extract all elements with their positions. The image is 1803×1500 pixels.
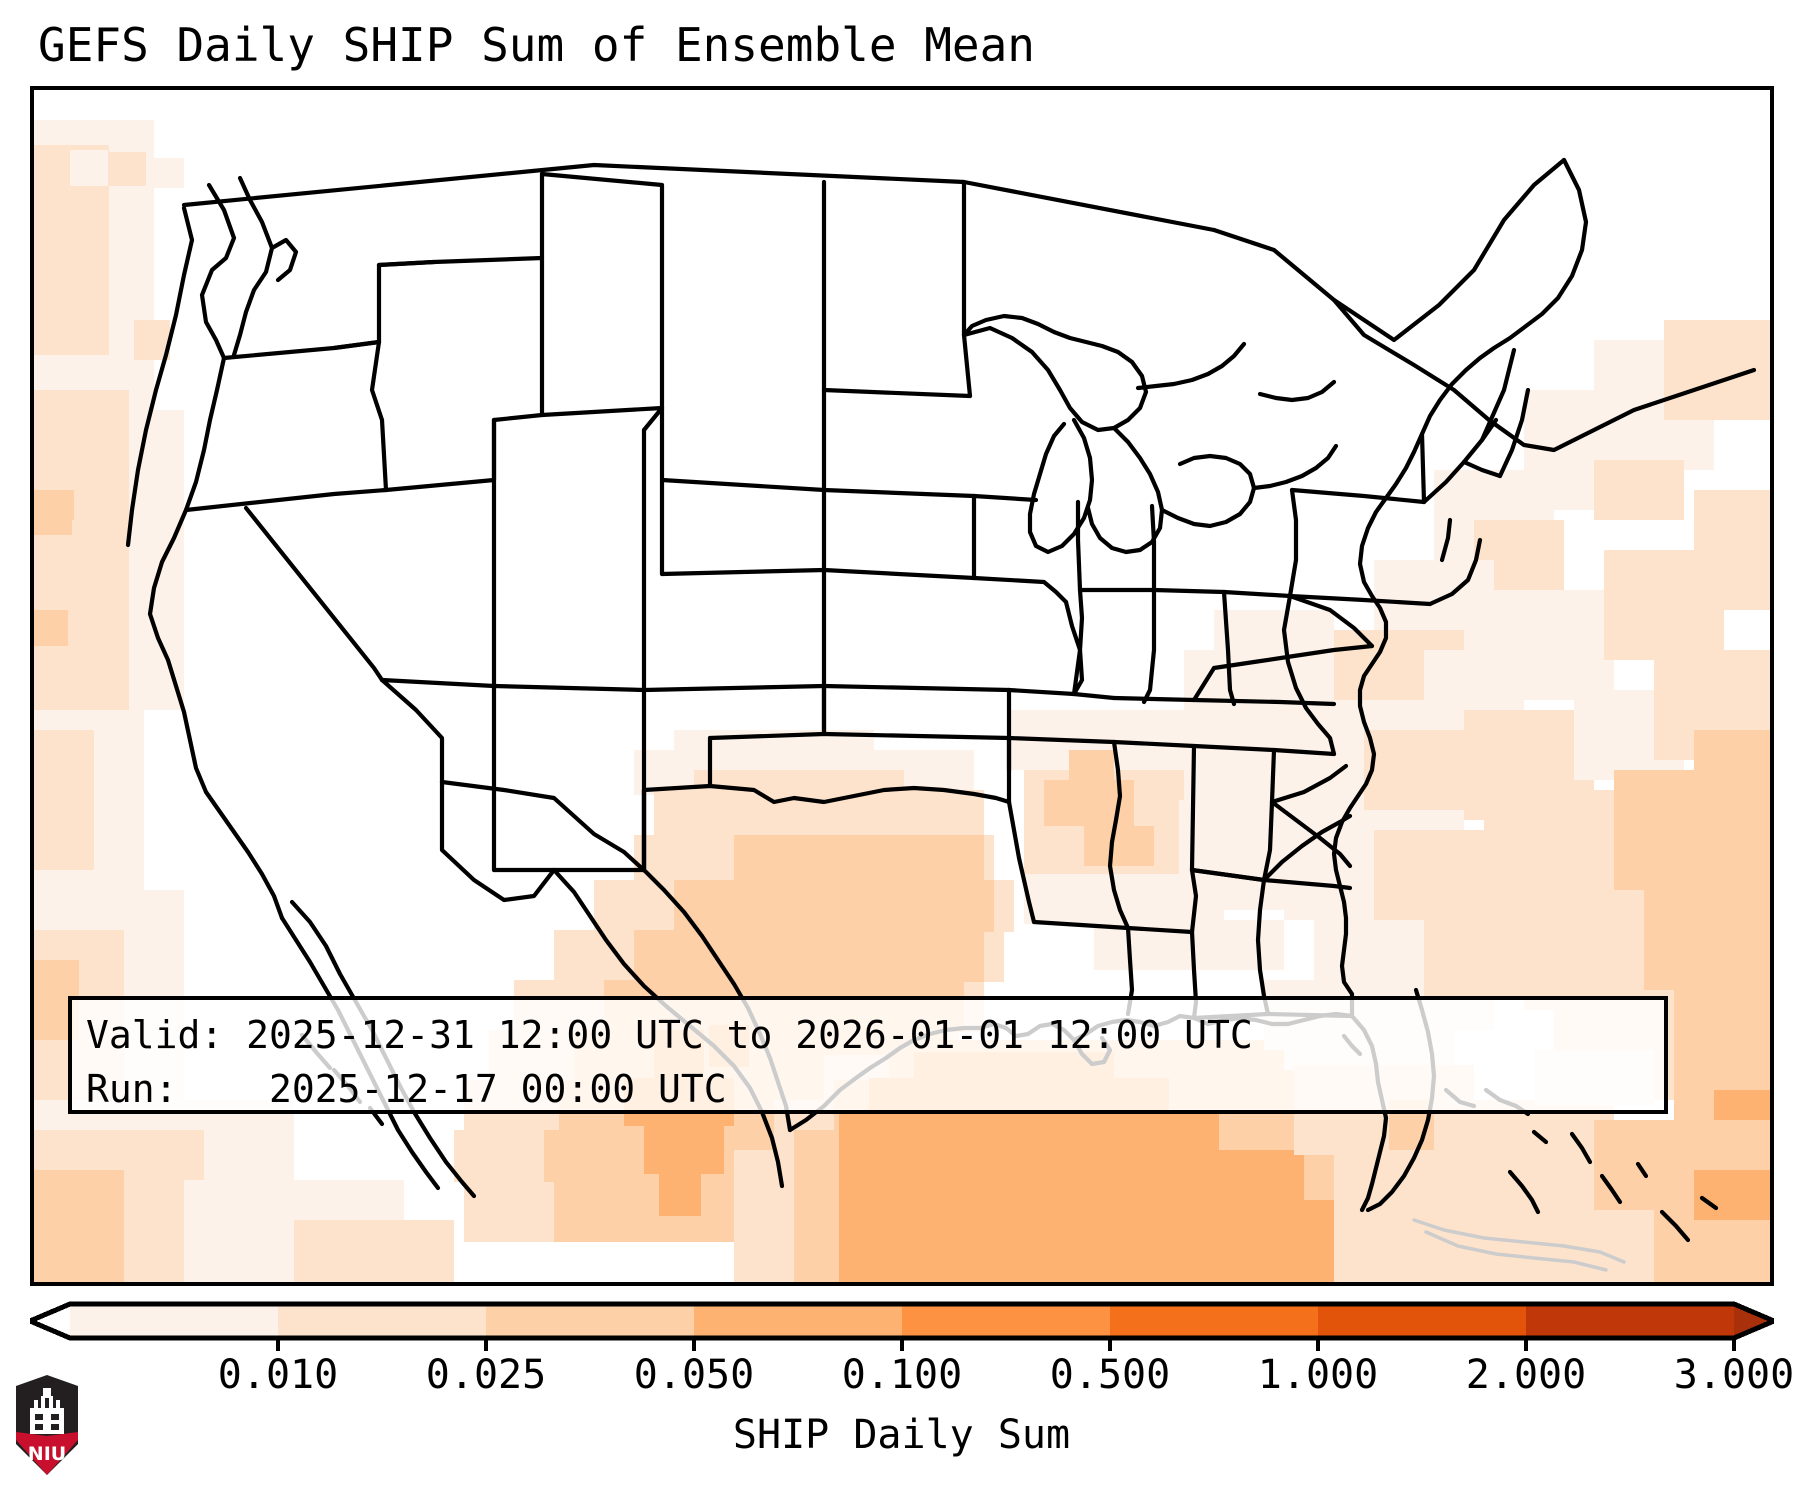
colorbar-tick-label-5: 1.000 [1257, 1352, 1379, 1398]
niu-logo-text: NIU [28, 1443, 66, 1465]
niu-shield-icon: NIU [16, 1375, 78, 1475]
colorbar-tick-label-6: 2.000 [1465, 1352, 1587, 1398]
colorbar-band-2 [486, 1304, 695, 1338]
run-time-line: Run: 2025-12-17 00:00 UTC [86, 1067, 727, 1111]
colorbar-bands [30, 1304, 1774, 1338]
map-panel: Valid: 2025-12-31 12:00 UTC to 2026-01-0… [30, 86, 1774, 1286]
colorbar-tick-label-2: 0.050 [633, 1352, 755, 1398]
colorbar-over-arrow [1734, 1304, 1774, 1338]
page-title: GEFS Daily SHIP Sum of Ensemble Mean [38, 18, 1035, 72]
colorbar-band-0 [70, 1304, 279, 1338]
colorbar-tick-label-4: 0.500 [1049, 1352, 1171, 1398]
colorbar-tick-labels: 0.010 0.025 0.050 0.100 0.500 1.000 2.000 3.000 [0, 1352, 1803, 1404]
niu-logo: NIU [14, 1374, 80, 1476]
colorbar-tick-label-3: 0.100 [841, 1352, 963, 1398]
colorbar-axis-label: SHIP Daily Sum [732, 1412, 1071, 1458]
valid-time-line: Valid: 2025-12-31 12:00 UTC to 2026-01-0… [86, 1013, 1253, 1057]
valid-run-infobox: Valid: 2025-12-31 12:00 UTC to 2026-01-0… [68, 996, 1668, 1114]
colorbar-band-4 [902, 1304, 1111, 1338]
colorbar-band-6 [1318, 1304, 1527, 1338]
colorbar-tick-label-0: 0.010 [217, 1352, 339, 1398]
colorbar-band-5 [1110, 1304, 1319, 1338]
colorbar-ticks [276, 1338, 1736, 1351]
colorbar-band-7 [1526, 1304, 1735, 1338]
colorbar [30, 1292, 1774, 1352]
colorbar-under-arrow [30, 1304, 70, 1338]
colorbar-graphic [30, 1301, 1774, 1351]
colorbar-band-3 [694, 1304, 903, 1338]
colorbar-tick-label-1: 0.025 [425, 1352, 547, 1398]
colorbar-band-1 [278, 1304, 487, 1338]
map-canvas: Valid: 2025-12-31 12:00 UTC to 2026-01-0… [34, 90, 1770, 1282]
colorbar-tick-label-7: 3.000 [1673, 1352, 1795, 1398]
